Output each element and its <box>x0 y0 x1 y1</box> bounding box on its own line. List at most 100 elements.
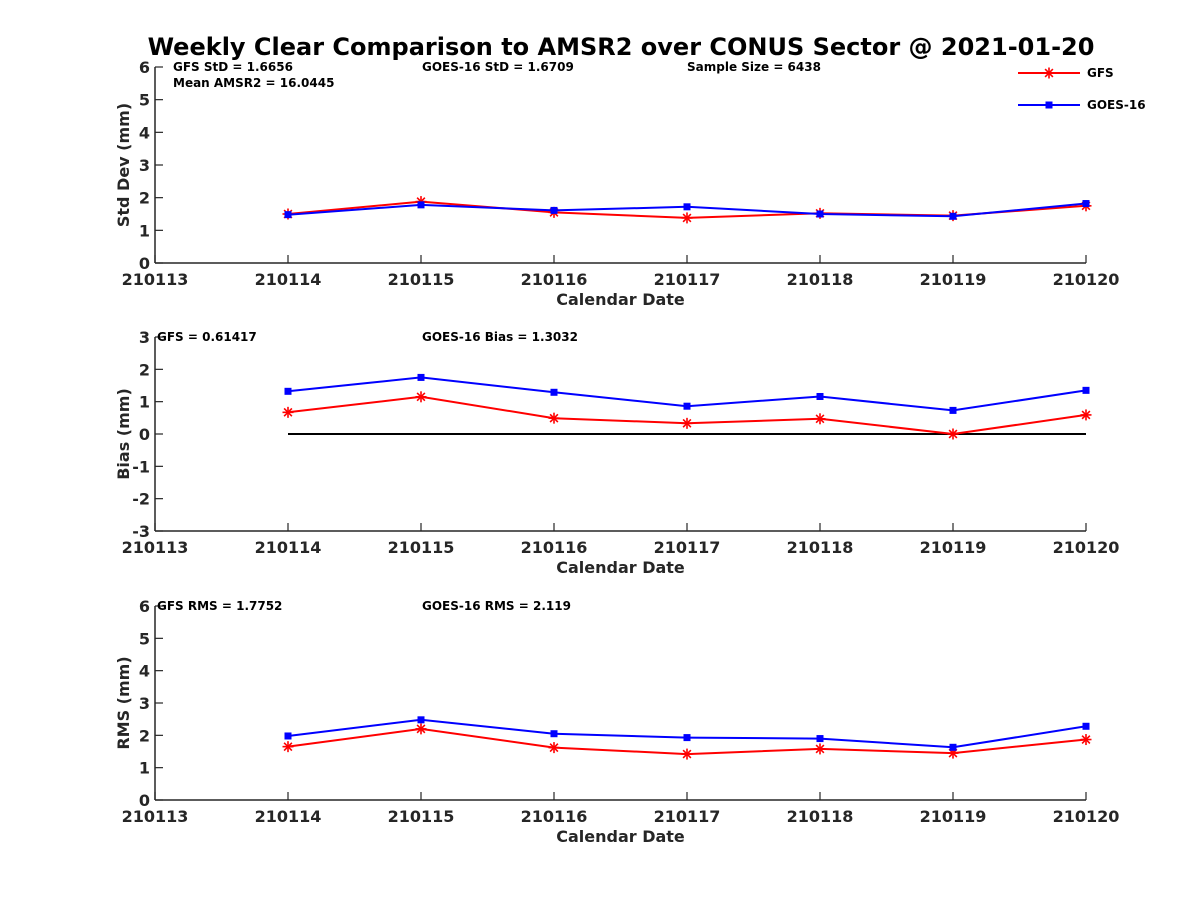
data-point <box>284 387 292 395</box>
data-point <box>417 716 425 724</box>
x-tick-label: 210119 <box>920 538 987 557</box>
x-tick-label: 210113 <box>122 538 189 557</box>
x-tick-label: 210120 <box>1053 807 1120 826</box>
data-point <box>681 212 693 224</box>
data-point <box>550 388 558 396</box>
x-tick-label: 210113 <box>122 270 189 289</box>
data-point <box>284 732 292 740</box>
x-tick-label: 210116 <box>521 270 588 289</box>
x-tick-label: 210115 <box>388 270 455 289</box>
x-tick-label: 210118 <box>787 270 854 289</box>
x-tick-label: 210120 <box>1053 270 1120 289</box>
y-tick-label: 2 <box>139 189 150 208</box>
series-line <box>287 718 1087 749</box>
data-point <box>1082 200 1090 208</box>
data-point <box>415 723 427 735</box>
legend-entry-gfs: GFS <box>1018 66 1114 80</box>
data-point <box>1080 409 1092 421</box>
legend-marker <box>1045 101 1053 109</box>
y-tick-label: 0 <box>139 254 150 273</box>
data-point <box>816 210 824 218</box>
x-tick-label: 210117 <box>654 538 721 557</box>
y-tick-label: 6 <box>139 58 150 77</box>
y-tick-label: 1 <box>139 221 150 240</box>
stat-annotation: Sample Size = 6438 <box>687 60 821 74</box>
x-tick-label: 210118 <box>787 807 854 826</box>
data-point <box>814 413 826 425</box>
series-gfs <box>282 723 1092 760</box>
data-point <box>816 392 824 400</box>
data-point <box>1082 386 1090 394</box>
panel-3: 0 1 2 3 4 5 6 210113 210114 210115 210116 210117 210… <box>114 597 1119 846</box>
legend-entry-goes-16: GOES-16 <box>1018 98 1146 112</box>
data-point <box>949 743 957 751</box>
legend: GFS GOES-16 <box>1018 66 1146 112</box>
data-point <box>1080 734 1092 746</box>
x-tick-label: 210114 <box>255 538 322 557</box>
x-tick-label: 210119 <box>920 270 987 289</box>
legend-label: GFS <box>1087 66 1114 80</box>
chart-title: Weekly Clear Comparison to AMSR2 over CO… <box>148 33 1095 61</box>
x-tick-label: 210115 <box>388 538 455 557</box>
x-tick-label: 210113 <box>122 807 189 826</box>
x-tick-label: 210120 <box>1053 538 1120 557</box>
series-goes-16 <box>284 716 1090 751</box>
y-tick-label: 4 <box>139 662 150 681</box>
x-tick-label: 210115 <box>388 807 455 826</box>
panel-2: -3 -2 -1 0 1 2 3 210113 210114 210115 210116 210117… <box>114 328 1119 577</box>
stat-annotation: Mean AMSR2 = 16.0445 <box>173 76 334 90</box>
stat-annotation: GOES-16 Bias = 1.3032 <box>422 330 578 344</box>
x-tick-label: 210114 <box>255 807 322 826</box>
y-axis-label: Std Dev (mm) <box>114 103 133 227</box>
data-point <box>550 730 558 738</box>
x-tick-label: 210117 <box>654 270 721 289</box>
stat-annotation: GOES-16 StD = 1.6709 <box>422 60 574 74</box>
y-tick-label: 5 <box>139 629 150 648</box>
data-point <box>417 373 425 381</box>
data-point <box>949 406 957 414</box>
legend-marker <box>1043 67 1055 79</box>
y-tick-label: 3 <box>139 328 150 347</box>
y-tick-label: -1 <box>132 457 150 476</box>
data-point <box>947 428 959 440</box>
y-tick-label: -3 <box>132 522 150 541</box>
x-tick-label: 210116 <box>521 538 588 557</box>
y-tick-label: -2 <box>132 490 150 509</box>
stat-annotation: GFS StD = 1.6656 <box>173 60 293 74</box>
data-point <box>681 417 693 429</box>
x-axis-label: Calendar Date <box>556 290 685 309</box>
data-point <box>683 203 691 211</box>
y-tick-label: 0 <box>139 425 150 444</box>
data-point <box>415 391 427 403</box>
legend-label: GOES-16 <box>1087 98 1146 112</box>
data-point <box>814 743 826 755</box>
series-gfs <box>282 391 1092 440</box>
series-goes-16 <box>284 373 1090 414</box>
data-point <box>949 212 957 220</box>
x-tick-label: 210114 <box>255 270 322 289</box>
y-tick-label: 3 <box>139 156 150 175</box>
y-tick-label: 1 <box>139 393 150 412</box>
data-point <box>548 412 560 424</box>
x-tick-label: 210116 <box>521 807 588 826</box>
stat-annotation: GFS = 0.61417 <box>157 330 257 344</box>
data-point <box>417 201 425 209</box>
panel-1: 0 1 2 3 4 5 6 210113 210114 210115 210116 210117 210… <box>114 58 1119 309</box>
x-tick-label: 210118 <box>787 538 854 557</box>
data-point <box>550 206 558 214</box>
stat-annotation: GOES-16 RMS = 2.119 <box>422 599 571 613</box>
y-tick-label: 1 <box>139 759 150 778</box>
y-tick-label: 2 <box>139 360 150 379</box>
x-axis-label: Calendar Date <box>556 558 685 577</box>
data-point <box>284 211 292 219</box>
data-point <box>683 402 691 410</box>
y-tick-label: 5 <box>139 91 150 110</box>
stat-annotation: GFS RMS = 1.7752 <box>157 599 282 613</box>
y-axis-label: Bias (mm) <box>114 388 133 480</box>
data-point <box>683 734 691 742</box>
y-tick-label: 0 <box>139 791 150 810</box>
data-point <box>816 735 824 743</box>
y-tick-label: 6 <box>139 597 150 616</box>
data-point <box>681 748 693 760</box>
